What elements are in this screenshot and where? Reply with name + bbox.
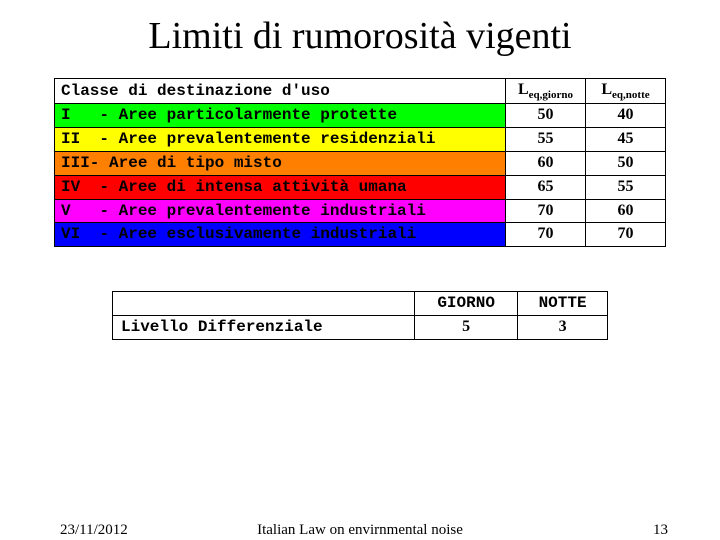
header-notte: NOTTE xyxy=(518,292,608,316)
class-label: III- Aree di tipo misto xyxy=(55,152,506,176)
val-night: 40 xyxy=(586,104,666,128)
val-giorno: 5 xyxy=(415,316,518,340)
header-leq-night: Leq,notte xyxy=(586,79,666,104)
header-leq-day: Leq,giorno xyxy=(506,79,586,104)
differential-table: GIORNO NOTTE Livello Differenziale 5 3 xyxy=(112,291,608,340)
class-label: I - Aree particolarmente protette xyxy=(55,104,506,128)
blank-cell xyxy=(113,292,415,316)
table-row: V - Aree prevalentemente industriali7060 xyxy=(55,199,666,223)
val-day: 60 xyxy=(506,152,586,176)
class-label: V - Aree prevalentemente industriali xyxy=(55,199,506,223)
footer-caption: Italian Law on envirnmental noise xyxy=(0,522,720,539)
row-label-differenziale: Livello Differenziale xyxy=(113,316,415,340)
val-night: 55 xyxy=(586,175,666,199)
val-day: 50 xyxy=(506,104,586,128)
val-night: 45 xyxy=(586,128,666,152)
table-row: II - Aree prevalentemente residenziali55… xyxy=(55,128,666,152)
val-day: 70 xyxy=(506,199,586,223)
footer-page: 13 xyxy=(653,522,668,539)
val-notte: 3 xyxy=(518,316,608,340)
table-row: VI - Aree esclusivamente industriali7070 xyxy=(55,223,666,247)
val-night: 50 xyxy=(586,152,666,176)
table-row: I - Aree particolarmente protette5040 xyxy=(55,104,666,128)
class-label: IV - Aree di intensa attività umana xyxy=(55,175,506,199)
class-label: VI - Aree esclusivamente industriali xyxy=(55,223,506,247)
class-label: II - Aree prevalentemente residenziali xyxy=(55,128,506,152)
val-day: 55 xyxy=(506,128,586,152)
table-row: III- Aree di tipo misto6050 xyxy=(55,152,666,176)
val-night: 60 xyxy=(586,199,666,223)
slide-title: Limiti di rumorosità vigenti xyxy=(0,0,720,78)
header-giorno: GIORNO xyxy=(415,292,518,316)
table-row: IV - Aree di intensa attività umana6555 xyxy=(55,175,666,199)
val-night: 70 xyxy=(586,223,666,247)
val-day: 65 xyxy=(506,175,586,199)
val-day: 70 xyxy=(506,223,586,247)
header-class: Classe di destinazione d'uso xyxy=(55,79,506,104)
noise-limits-table: Classe di destinazione d'uso Leq,giorno … xyxy=(54,78,666,247)
